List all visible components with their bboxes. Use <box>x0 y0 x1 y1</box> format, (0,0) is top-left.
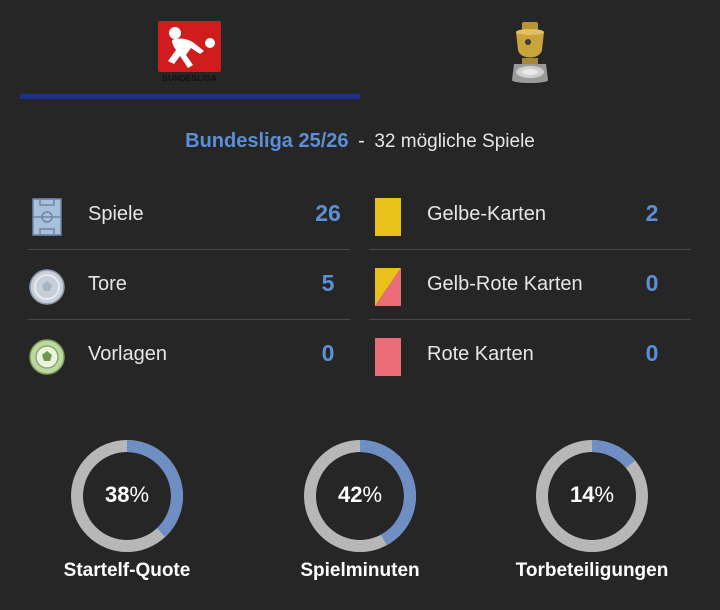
stat-label: Rote Karten <box>427 343 534 365</box>
assist-ball-icon <box>28 338 66 376</box>
stat-value: 26 <box>315 200 341 226</box>
donut-chart <box>71 440 183 552</box>
stat-value: 0 <box>321 340 335 366</box>
tab-bundesliga[interactable]: BUNDESLIGA <box>20 0 360 102</box>
stat-label: Gelb-Rote Karten <box>427 273 583 295</box>
dfb-pokal-trophy-icon <box>500 20 560 86</box>
bundesliga-logo-text: BUNDESLIGA <box>162 74 217 83</box>
tab-dfb-pokal[interactable] <box>360 0 700 102</box>
stat-row-gelbe-karten: Gelbe-Karten 2 <box>369 180 691 250</box>
donut-startelf-quote: 38% Startelf-Quote <box>27 438 227 581</box>
stat-row-rote-karten: Rote Karten 0 <box>369 320 691 390</box>
competition-name: Bundesliga 25/26 <box>185 130 349 152</box>
stat-label: Vorlagen <box>88 343 167 365</box>
active-tab-indicator <box>20 94 360 99</box>
donut-label: Startelf-Quote <box>63 560 191 581</box>
donut-arc <box>71 440 183 552</box>
donut-label: Torbeteiligungen <box>515 560 669 581</box>
donut-percentage: 42% <box>337 482 383 507</box>
competition-tabs: BUNDESLIGA <box>0 0 720 102</box>
stat-label: Spiele <box>88 203 144 225</box>
stat-value: 2 <box>645 200 659 226</box>
donut-chart <box>536 440 648 552</box>
stat-label: Tore <box>88 273 127 295</box>
stats-left-column: Spiele 26 Tore 5 Vorlagen 0 <box>28 180 350 390</box>
stat-label: Gelbe-Karten <box>427 203 546 225</box>
donut-torbeteiligungen: 14% Torbeteiligungen <box>492 438 692 581</box>
donut-arc <box>536 440 648 552</box>
competition-separator: - <box>358 130 365 152</box>
competition-heading: Bundesliga 25/26 - 32 mögliche Spiele <box>0 130 720 153</box>
bundesliga-logo-icon: BUNDESLIGA <box>158 21 221 85</box>
donut-arc <box>304 440 416 552</box>
stats-right-column: Gelbe-Karten 2 Gelb-Rote Karten 0 Rote K… <box>369 180 691 390</box>
donut-percentage: 38% <box>104 482 150 507</box>
donut-chart <box>304 440 416 552</box>
donut-label: Spielminuten <box>300 560 420 581</box>
pitch-icon <box>28 198 66 236</box>
donut-spielminuten: 42% Spielminuten <box>260 438 460 581</box>
donut-percentage: 14% <box>569 482 615 507</box>
stat-row-gelb-rote-karten: Gelb-Rote Karten 0 <box>369 250 691 320</box>
stat-value: 0 <box>645 340 659 366</box>
ball-icon <box>28 268 66 306</box>
stat-row-spiele: Spiele 26 <box>28 180 350 250</box>
stat-row-tore: Tore 5 <box>28 250 350 320</box>
yellow-card-icon <box>369 198 407 236</box>
stat-value: 5 <box>321 270 335 296</box>
red-card-icon <box>369 338 407 376</box>
stat-row-vorlagen: Vorlagen 0 <box>28 320 350 390</box>
yellow-red-card-icon <box>369 268 407 306</box>
competition-subtitle: 32 mögliche Spiele <box>374 131 535 152</box>
stat-value: 0 <box>645 270 659 296</box>
